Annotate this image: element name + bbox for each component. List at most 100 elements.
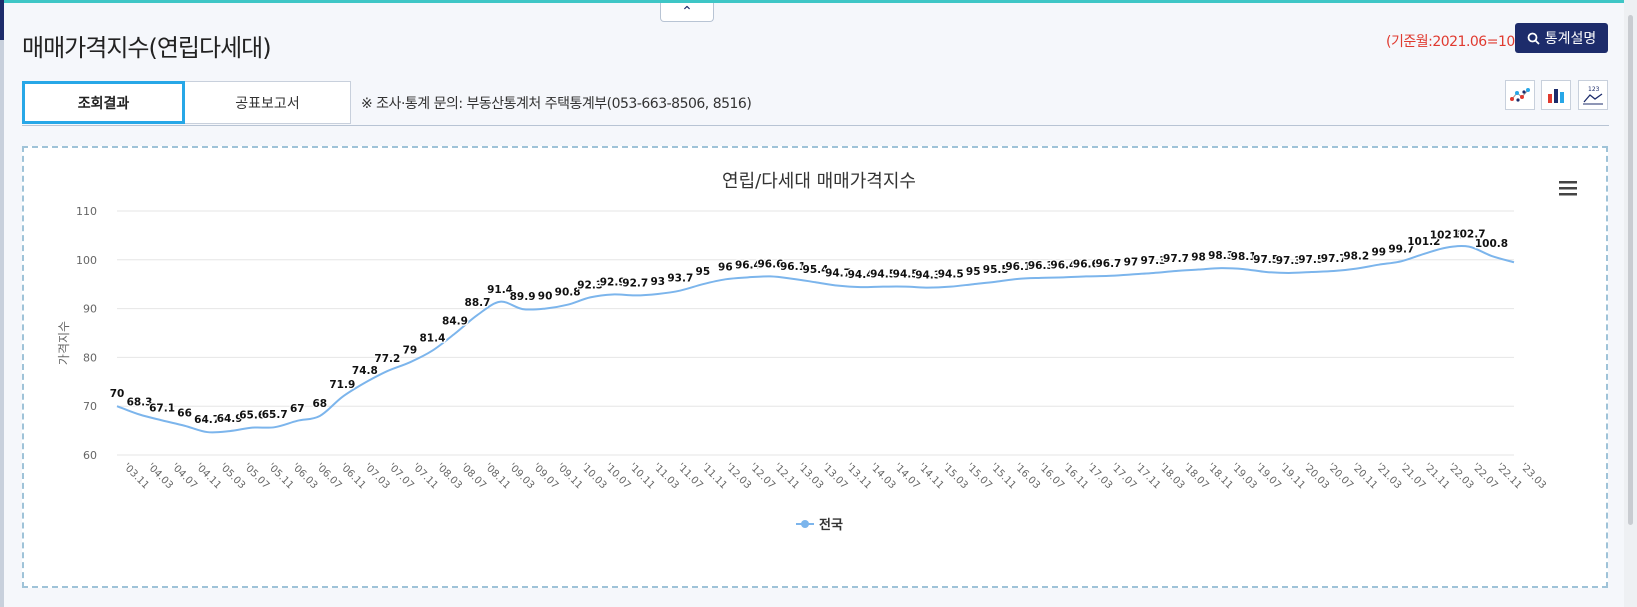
data-label: 70: [110, 388, 125, 400]
data-label: 79: [403, 344, 418, 356]
hamburger-menu-icon[interactable]: [1559, 181, 1577, 196]
data-label: 65.7: [262, 409, 288, 421]
x-tick-label: '13.07: [819, 461, 849, 491]
search-icon: [1527, 32, 1540, 45]
data-label: 98.1: [1231, 251, 1257, 263]
data-label: 97.5: [1298, 254, 1324, 266]
data-label: 97.3: [1141, 255, 1167, 267]
data-label: 95: [696, 266, 711, 278]
series-line-national[interactable]: [116, 245, 1515, 434]
x-tick-label: '20.07: [1325, 461, 1355, 491]
data-label-chart-button[interactable]: 123: [1578, 80, 1608, 110]
data-label: 94.5: [893, 269, 919, 281]
data-label: 92.9: [600, 276, 626, 288]
data-label: 96.6: [1073, 258, 1099, 270]
scatter-chart-icon: [1510, 88, 1530, 102]
line-chart[interactable]: 연립/다세대 매매가격지수 가격지수 60 70 80 90 100 110 '03.11…: [24, 148, 1606, 586]
data-label: 94.4: [848, 269, 874, 281]
data-label: 96.4: [1050, 259, 1076, 271]
data-label: 97.7: [1163, 253, 1189, 265]
data-label: 95: [966, 266, 981, 278]
data-label: 67.1: [149, 402, 175, 414]
data-label: 100.8: [1475, 238, 1508, 250]
data-label: 90: [538, 291, 553, 303]
tabs-underline: [22, 125, 1609, 126]
data-label: 98: [1191, 252, 1206, 264]
x-tick-label: '21.07: [1397, 461, 1427, 491]
bar-chart-icon: [1548, 89, 1564, 103]
data-label: 102.7: [1452, 229, 1485, 241]
x-tick-label: '12.03: [723, 461, 753, 491]
y-tick-label: 80: [83, 351, 97, 364]
data-label-chart-icon: 123: [1583, 86, 1603, 105]
stats-description-label: 통계설명: [1544, 31, 1597, 47]
x-tick-label: '21.11: [1422, 461, 1452, 491]
x-tick-label: '12.11: [771, 461, 801, 491]
x-tick-label: '08.07: [458, 461, 488, 491]
data-label: 68: [312, 398, 327, 410]
data-label: 97.5: [1253, 254, 1279, 266]
scatter-chart-button[interactable]: [1505, 80, 1535, 110]
data-label: 74.8: [352, 365, 378, 377]
x-tick-label: '22.11: [1494, 461, 1524, 491]
x-tick-label: '19.07: [1253, 461, 1283, 491]
data-label: 96: [718, 261, 733, 273]
x-tick-label: '22.07: [1470, 461, 1500, 491]
x-tick-label: '06.11: [338, 461, 368, 491]
data-label: 96.1: [1005, 261, 1031, 273]
x-tick-label: '14.11: [916, 461, 946, 491]
x-tick-label: '16.03: [1012, 461, 1042, 491]
data-label: 94.5: [870, 269, 896, 281]
x-tick-label: '11.11: [699, 461, 729, 491]
chart-title: 연립/다세대 매매가격지수: [722, 171, 916, 192]
data-label: 92.3: [577, 279, 603, 291]
x-tick-label: '16.07: [1036, 461, 1066, 491]
x-tick-label: '05.07: [241, 461, 271, 491]
x-tick-label: '12.07: [747, 461, 777, 491]
x-tick-label: '09.07: [530, 461, 560, 491]
x-tick-label: '10.03: [579, 461, 609, 491]
data-label: 68.3: [127, 396, 153, 408]
x-tick-label: '11.07: [675, 461, 705, 491]
chart-container: 연립/다세대 매매가격지수 가격지수 60 70 80 90 100 110 '03.11…: [22, 146, 1608, 588]
data-label: 77.2: [374, 353, 400, 365]
x-tick-label: '23.03: [1518, 461, 1548, 491]
left-frame-edge: [0, 0, 4, 607]
x-tick-label: '10.11: [627, 461, 657, 491]
data-label: 95.5: [983, 264, 1009, 276]
x-tick-label: '04.11: [193, 461, 223, 491]
x-tick-label: '17.03: [1084, 461, 1114, 491]
x-tick-label: '11.03: [651, 461, 681, 491]
svg-text:123: 123: [1588, 86, 1600, 93]
x-tick-label: '15.07: [964, 461, 994, 491]
x-tick-label: '08.11: [482, 461, 512, 491]
legend-label: 전국: [819, 517, 843, 533]
data-label: 98.3: [1208, 250, 1234, 262]
data-label: 94.7: [825, 268, 851, 280]
y-tick-label: 90: [83, 303, 97, 316]
data-label: 96.7: [1095, 258, 1121, 270]
data-label: 81.4: [419, 333, 445, 345]
data-label: 67: [290, 403, 305, 415]
x-tick-label: '18.07: [1181, 461, 1211, 491]
data-label: 64.9: [217, 413, 243, 425]
stats-description-button[interactable]: 통계설명: [1515, 23, 1608, 53]
x-tick-label: '05.11: [265, 461, 295, 491]
x-tick-label: '15.11: [988, 461, 1018, 491]
x-tick-label: '19.11: [1277, 461, 1307, 491]
x-tick-label: '22.03: [1446, 461, 1476, 491]
data-label: 99.7: [1388, 243, 1414, 255]
x-tick-label: '15.03: [940, 461, 970, 491]
tab-report[interactable]: 공표보고서: [185, 81, 351, 124]
right-scrollbar[interactable]: [1624, 0, 1637, 607]
data-label: 99: [1371, 247, 1386, 259]
legend[interactable]: 전국: [796, 517, 843, 533]
data-label: 64.7: [194, 414, 220, 426]
data-label: 96.1: [780, 261, 806, 273]
chevron-up-icon: ⌃: [681, 4, 693, 20]
tab-results[interactable]: 조회결과: [22, 81, 185, 124]
contact-note: ※ 조사·통계 문의: 부동산통계처 주택통계부(053-663-8506, 8…: [361, 96, 752, 112]
y-axis-label: 가격지수: [57, 321, 71, 365]
collapse-toggle-button[interactable]: ⌃: [660, 3, 714, 22]
bar-chart-button[interactable]: [1541, 80, 1571, 110]
